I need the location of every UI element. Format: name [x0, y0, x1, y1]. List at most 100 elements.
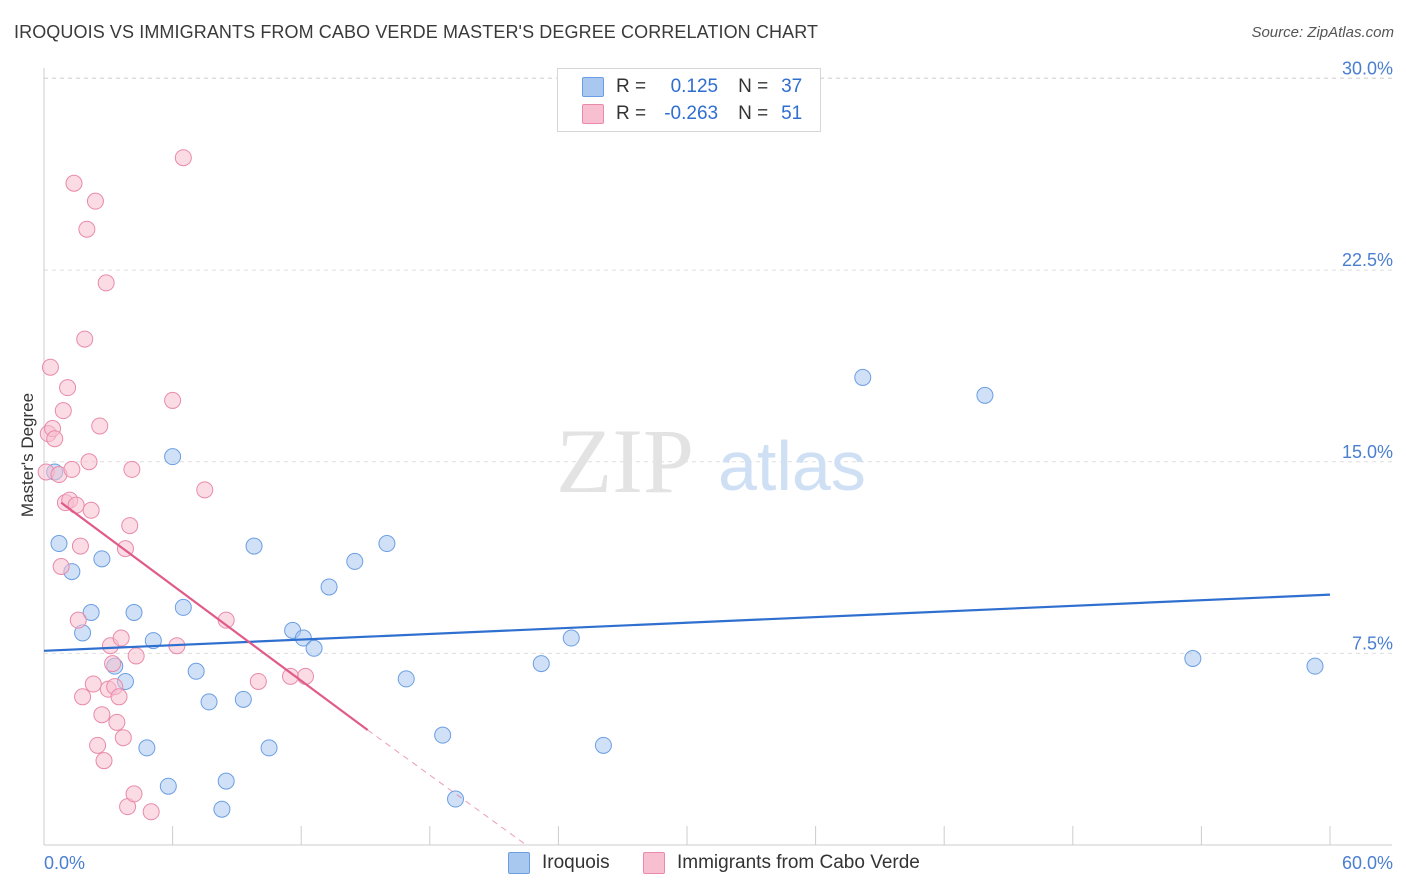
cabo-verde-point — [52, 558, 70, 576]
y-tick-label: 30.0% — [1342, 59, 1393, 79]
iroquois-point — [594, 736, 612, 754]
iroquois-point — [187, 662, 205, 680]
trend-lines — [43, 501, 1331, 846]
cabo-verde-point — [82, 501, 100, 519]
cabo-verde-point — [78, 220, 96, 238]
cabo-verde-point — [65, 174, 83, 192]
legend-swatch-iroquois — [582, 77, 604, 97]
iroquois-point — [144, 632, 162, 650]
chart-title: IROQUOIS VS IMMIGRANTS FROM CABO VERDE M… — [14, 22, 819, 42]
cabo-verde-point — [121, 517, 139, 535]
iroquois-point — [82, 603, 100, 621]
cabo-verde-point — [164, 391, 182, 409]
cabo-verde-trend-extension — [367, 729, 527, 846]
series-swatch-iroquois — [508, 852, 530, 874]
cabo-verde-point — [89, 736, 107, 754]
cabo-verde-point — [296, 667, 314, 685]
cabo-verde-point — [142, 803, 160, 821]
iroquois-trend-line — [43, 593, 1331, 652]
cabo-verde-point — [54, 402, 72, 420]
series-swatch-cabo-verde — [643, 852, 665, 874]
iroquois-point — [1184, 649, 1202, 667]
cabo-verde-point — [97, 274, 115, 292]
iroquois-point — [976, 386, 994, 404]
iroquois-point — [174, 598, 192, 616]
iroquois-point — [320, 578, 338, 596]
cabo-verde-point — [63, 460, 81, 478]
iroquois-point — [234, 690, 252, 708]
cabo-verde-trend-line — [60, 501, 369, 731]
cabo-verde-point — [110, 688, 128, 706]
cabo-verde-point — [91, 417, 109, 435]
series-label-iroquois: Iroquois — [542, 852, 610, 873]
cabo-verde-point — [86, 192, 104, 210]
cabo-verde-point — [80, 453, 98, 471]
iroquois-point — [159, 777, 177, 795]
cabo-verde-point — [112, 629, 130, 647]
y-tick-label: 22.5% — [1342, 250, 1393, 270]
legend-n-value: 51 — [781, 103, 803, 124]
series-legend-iroquois[interactable]: Iroquois — [508, 852, 610, 874]
legend-r-value: 0.125 — [670, 76, 719, 97]
correlation-legend: R = 0.125 N = 37 R = -0.263 N = 51 — [557, 68, 821, 132]
legend-swatch-cabo-verde — [582, 104, 604, 124]
cabo-verde-point — [127, 647, 145, 665]
cabo-verde-point — [41, 358, 59, 376]
iroquois-point — [50, 535, 68, 553]
cabo-verde-point — [108, 713, 126, 731]
iroquois-point — [213, 800, 231, 818]
gridlines — [44, 77, 1392, 654]
legend-r-label: R = — [616, 76, 647, 97]
axis-labels: 7.5% 15.0% 22.5% 30.0% 0.0% 60.0% Master's Deg… — [18, 59, 1393, 874]
legend-row-iroquois: R = 0.125 N = 37 — [582, 75, 802, 99]
legend-r-label: R = — [616, 103, 647, 124]
iroquois-point — [125, 603, 143, 621]
data-points — [37, 149, 1324, 821]
cabo-verde-point — [123, 460, 141, 478]
iroquois-point — [138, 739, 156, 757]
cabo-verde-point — [76, 330, 94, 348]
cabo-verde-point — [59, 379, 77, 397]
series-label-cabo-verde: Immigrants from Cabo Verde — [677, 852, 920, 873]
cabo-verde-point — [74, 688, 92, 706]
iroquois-point — [562, 629, 580, 647]
iroquois-point — [434, 726, 452, 744]
iroquois-point — [854, 368, 872, 386]
watermark-zip: ZIP — [556, 410, 694, 512]
iroquois-point — [200, 693, 218, 711]
y-tick-label: 15.0% — [1342, 442, 1393, 462]
series-legend-cabo-verde[interactable]: Immigrants from Cabo Verde — [643, 852, 920, 874]
series-legend: Iroquois Immigrants from Cabo Verde — [0, 852, 1406, 878]
legend-row-cabo-verde: R = -0.263 N = 51 — [582, 102, 802, 126]
cabo-verde-point — [93, 706, 111, 724]
cabo-verde-point — [71, 537, 89, 555]
cabo-verde-point — [125, 785, 143, 803]
legend-r-value: -0.263 — [664, 103, 719, 124]
legend-n-value: 37 — [781, 76, 803, 97]
iroquois-point — [245, 537, 263, 555]
iroquois-point — [1306, 657, 1324, 675]
cabo-verde-point — [196, 481, 214, 499]
cabo-verde-point — [249, 672, 267, 690]
x-tick-label: 60.0% — [1342, 853, 1393, 873]
iroquois-point — [346, 552, 364, 570]
iroquois-point — [447, 790, 465, 808]
axes — [43, 68, 1392, 846]
iroquois-point — [260, 739, 278, 757]
iroquois-point — [378, 535, 396, 553]
iroquois-point — [305, 639, 323, 657]
legend-n-label: N = — [738, 76, 769, 97]
watermark-atlas: atlas — [718, 427, 866, 505]
cabo-verde-point — [104, 655, 122, 673]
y-tick-label: 7.5% — [1352, 633, 1393, 653]
cabo-verde-point — [69, 611, 87, 629]
iroquois-point — [217, 772, 235, 790]
iroquois-point — [164, 448, 182, 466]
legend-n-label: N = — [738, 103, 769, 124]
iroquois-point — [93, 550, 111, 568]
cabo-verde-point — [46, 430, 64, 448]
cabo-verde-point — [84, 675, 102, 693]
iroquois-point — [397, 670, 415, 688]
y-axis-label: Master's Degree — [18, 393, 37, 517]
